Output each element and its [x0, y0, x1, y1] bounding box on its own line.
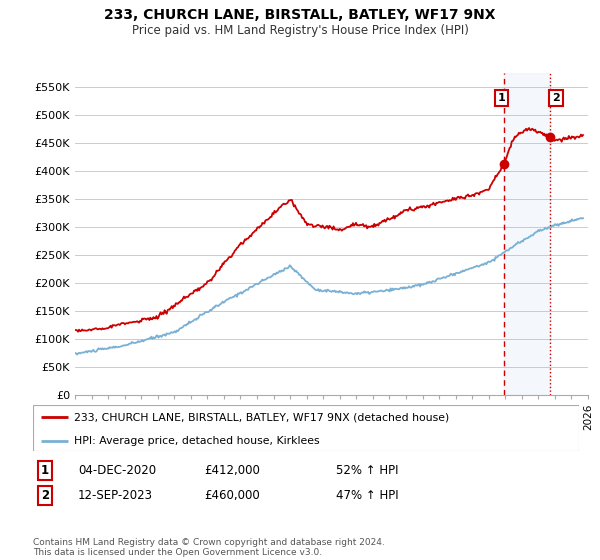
Text: 52% ↑ HPI: 52% ↑ HPI [336, 464, 398, 477]
Bar [504, 73, 550, 395]
Text: 47% ↑ HPI: 47% ↑ HPI [336, 489, 398, 502]
Text: £412,000: £412,000 [204, 464, 260, 477]
Text: 233, CHURCH LANE, BIRSTALL, BATLEY, WF17 9NX (detached house): 233, CHURCH LANE, BIRSTALL, BATLEY, WF17… [74, 412, 449, 422]
Text: 233, CHURCH LANE, BIRSTALL, BATLEY, WF17 9NX: 233, CHURCH LANE, BIRSTALL, BATLEY, WF17… [104, 8, 496, 22]
Text: £460,000: £460,000 [204, 489, 260, 502]
Text: 1: 1 [497, 93, 505, 103]
Text: 12-SEP-2023: 12-SEP-2023 [78, 489, 153, 502]
Text: Price paid vs. HM Land Registry's House Price Index (HPI): Price paid vs. HM Land Registry's House … [131, 24, 469, 36]
Text: 04-DEC-2020: 04-DEC-2020 [78, 464, 156, 477]
Text: 2: 2 [41, 489, 49, 502]
Text: HPI: Average price, detached house, Kirklees: HPI: Average price, detached house, Kirk… [74, 436, 320, 446]
Text: 1: 1 [41, 464, 49, 477]
Text: 2: 2 [552, 93, 560, 103]
Text: Contains HM Land Registry data © Crown copyright and database right 2024.
This d: Contains HM Land Registry data © Crown c… [33, 538, 385, 557]
